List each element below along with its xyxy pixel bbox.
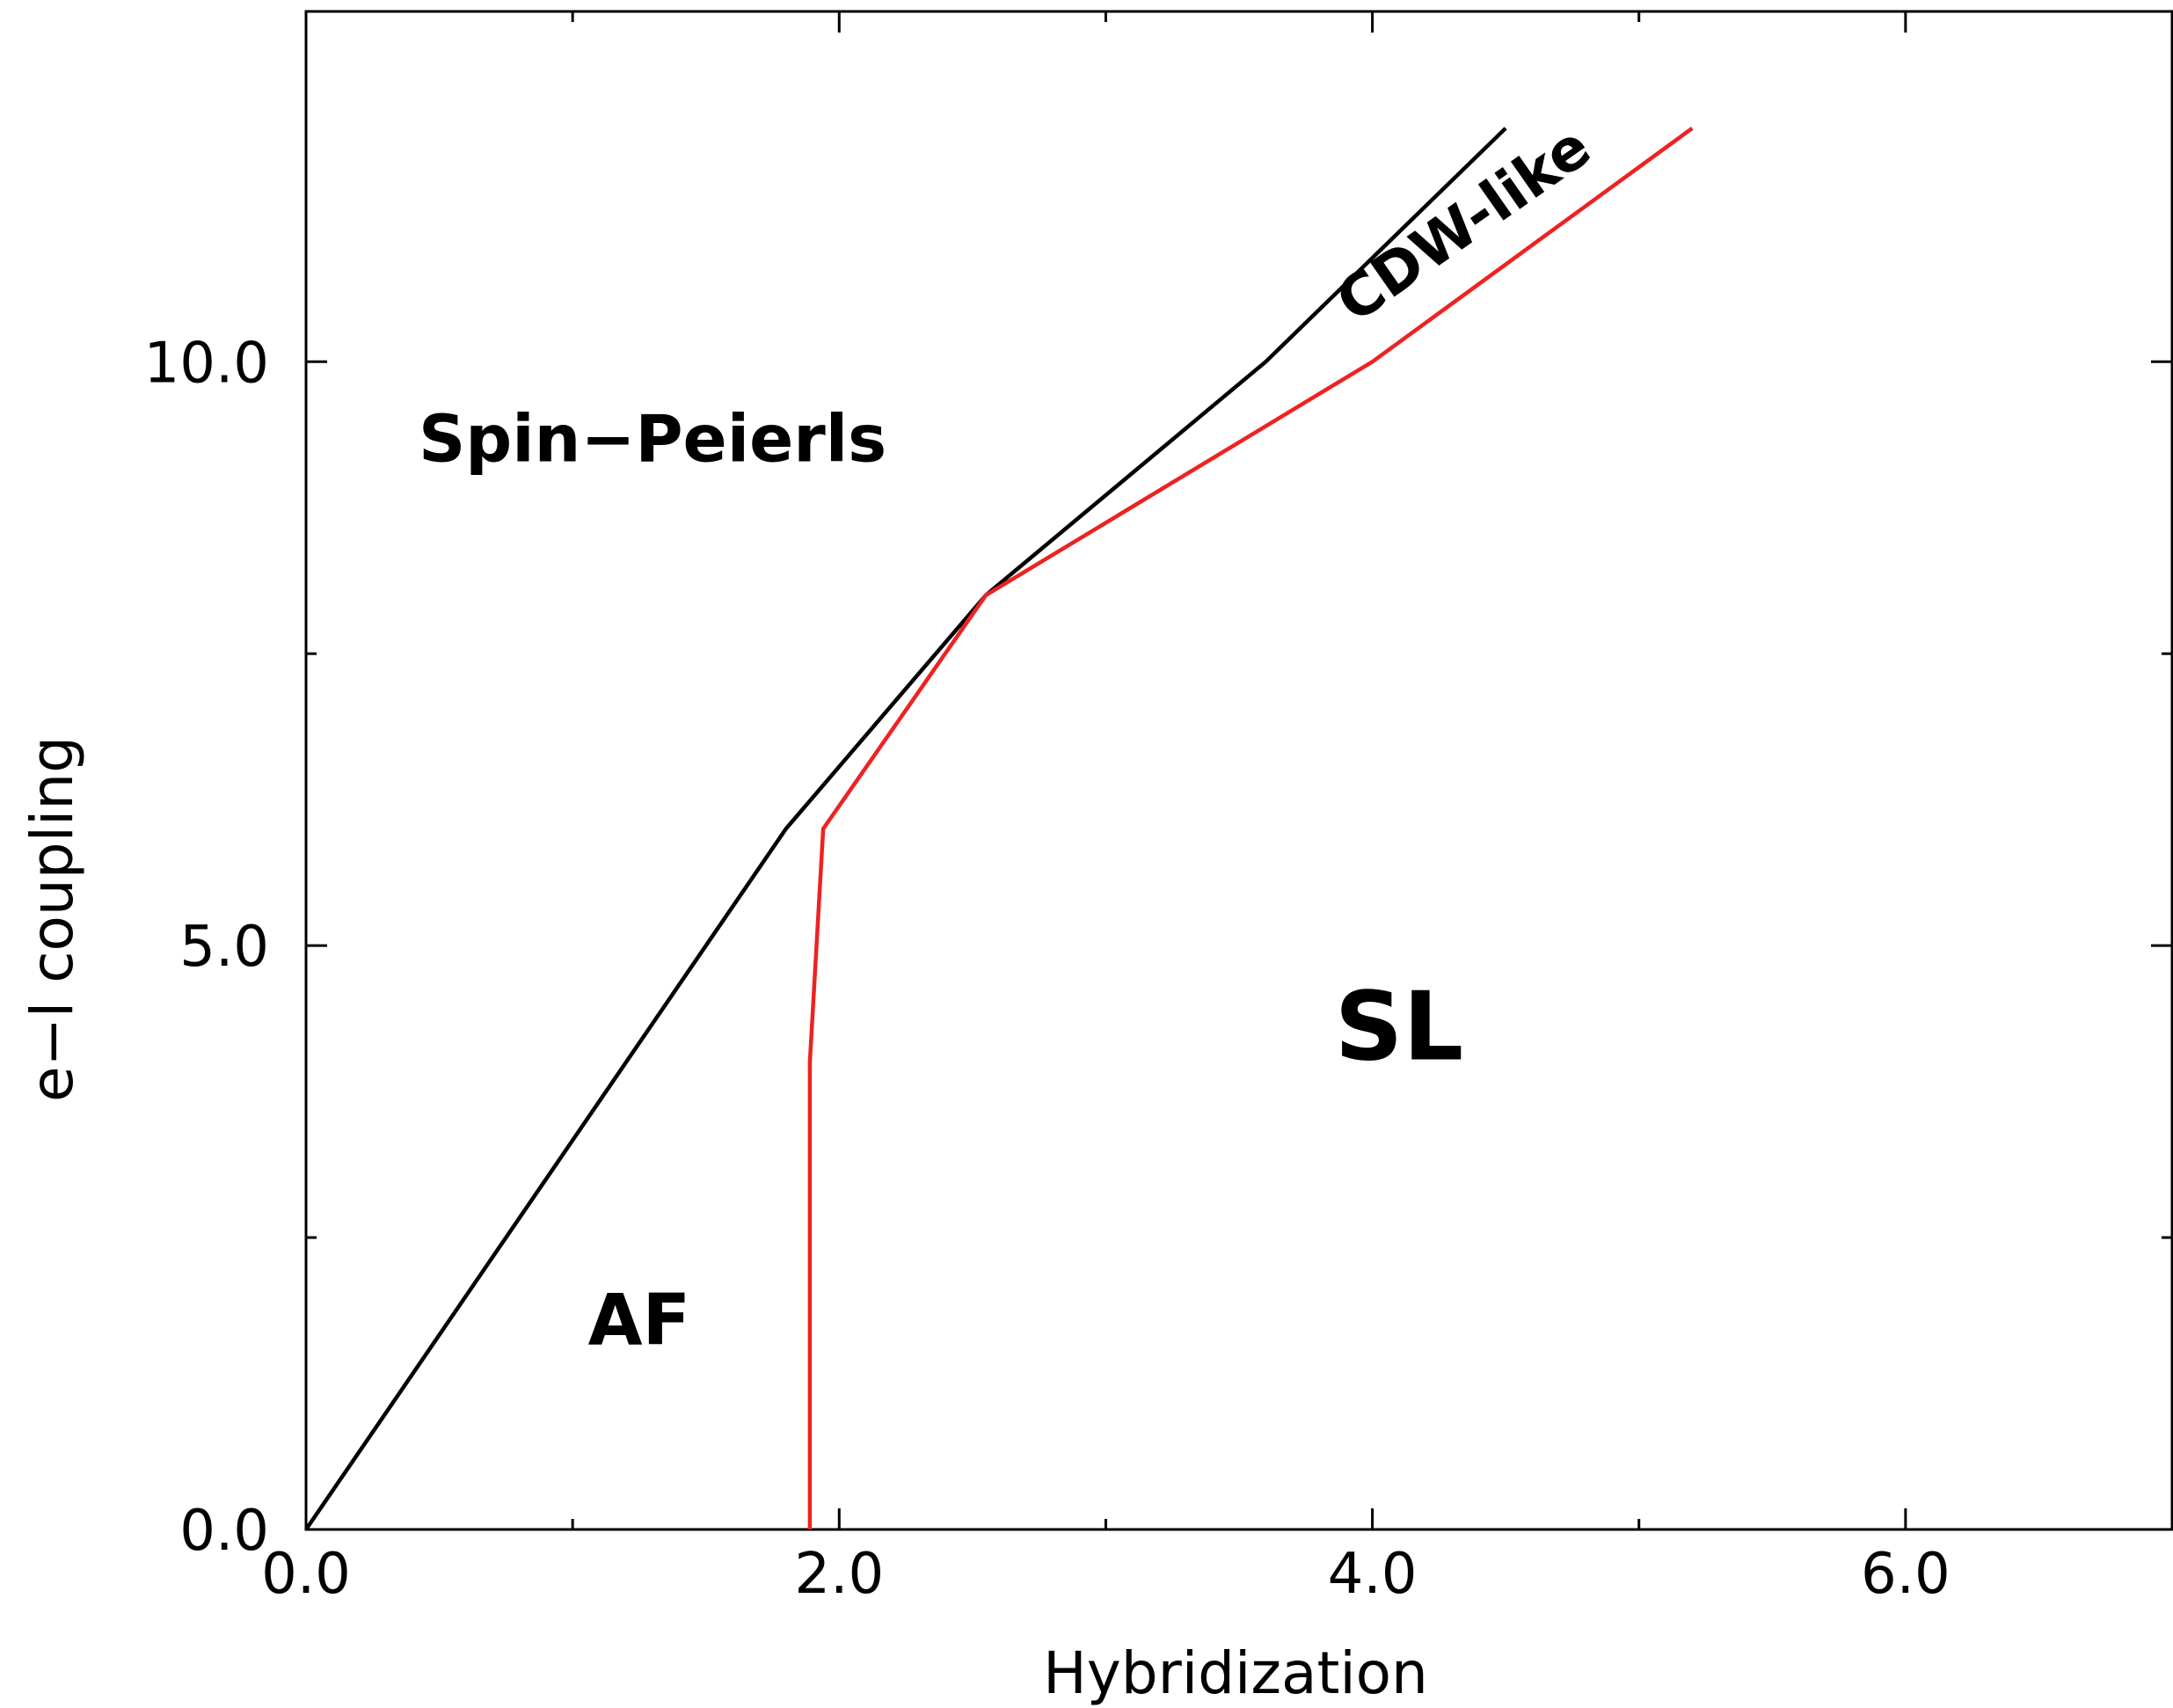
series-line-1	[807, 126, 1694, 1529]
x-tick-label-0: 0.0	[261, 1542, 351, 1607]
x-tick-label-2: 4.0	[1328, 1542, 1418, 1607]
y-tick-label-1: 5.0	[179, 915, 269, 980]
y-tick-label-2: 10.0	[144, 331, 270, 396]
label-af: AF	[588, 1280, 691, 1361]
y-axis-label: e−l coupling	[18, 736, 86, 1102]
label-sl: SL	[1335, 972, 1464, 1082]
x-tick-label-3: 6.0	[1861, 1542, 1951, 1607]
label-spin-peierls: Spin−Peierls	[419, 402, 886, 478]
x-tick-label-1: 2.0	[794, 1542, 884, 1607]
plot-frame	[304, 10, 2173, 1531]
x-axis-label: Hybridization	[1043, 1639, 1428, 1707]
series-line-0	[304, 127, 1507, 1531]
y-tick-label-0: 0.0	[179, 1499, 269, 1564]
